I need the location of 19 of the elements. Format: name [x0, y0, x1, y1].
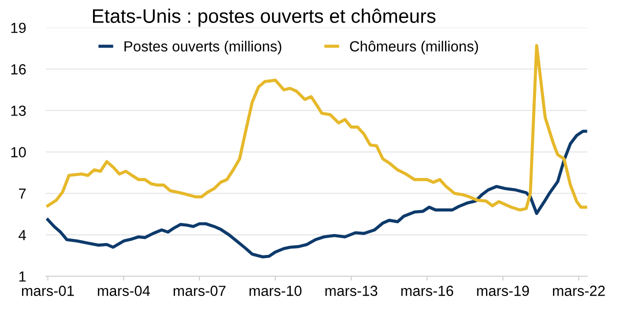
- x-tick-label: mars-13: [325, 286, 378, 296]
- chart-title: Etats-Unis : postes ouverts et chômeurs: [92, 8, 436, 27]
- x-tick-label: mars-01: [22, 286, 74, 296]
- x-tick-label: mars-16: [401, 286, 454, 296]
- line-series: [46, 130, 588, 258]
- y-tick-label: 4: [18, 230, 26, 240]
- x-tick-label: mars-22: [552, 286, 605, 296]
- x-tick-label: mars-10: [250, 286, 302, 296]
- y-tick-label: 19: [11, 22, 26, 34]
- y-tick-label: 16: [11, 64, 26, 74]
- legend-label: Postes ouverts (millions): [124, 40, 282, 54]
- x-tick-label: mars-07: [174, 286, 226, 296]
- y-tick-label: 10: [11, 147, 26, 158]
- y-tick-label: 7: [19, 188, 26, 199]
- x-tick-label: mars-04: [98, 286, 150, 296]
- y-tick-label: 1: [19, 272, 26, 282]
- y-tick-label: 13: [11, 106, 26, 116]
- legend-label: Chômeurs (millions): [350, 40, 478, 54]
- x-tick-label: mars-19: [477, 286, 529, 296]
